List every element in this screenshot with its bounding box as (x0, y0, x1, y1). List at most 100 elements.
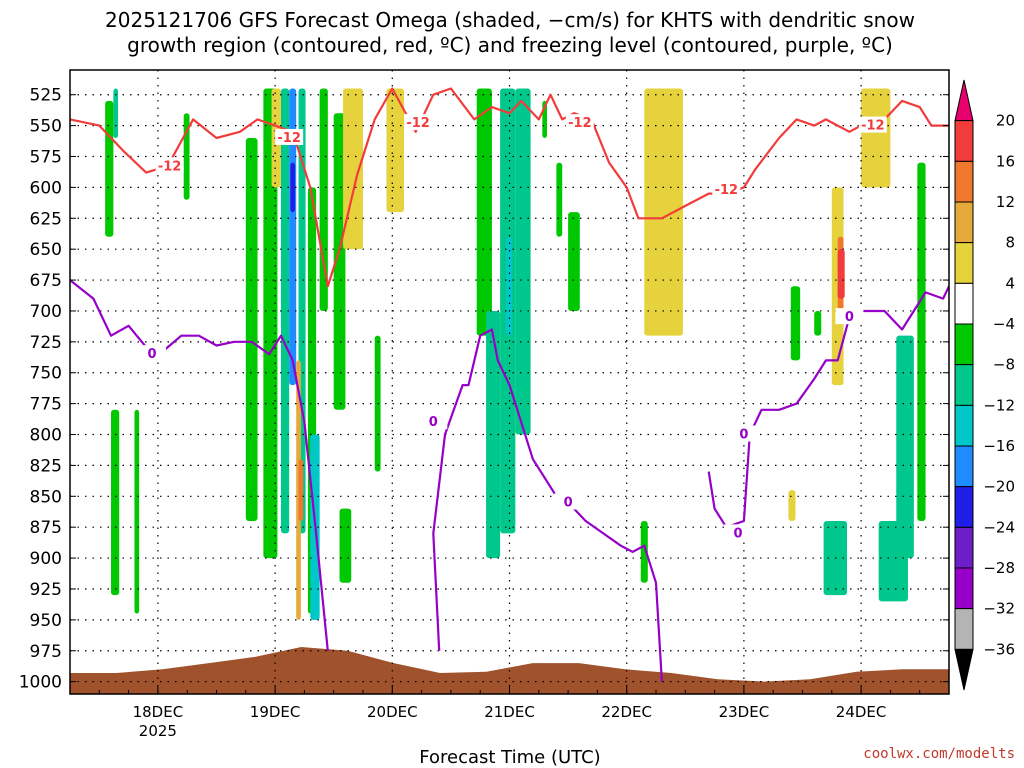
ytick-label-725: 725 (30, 333, 62, 353)
dgz-label-5: -12 (715, 183, 739, 198)
omega-region-30 (896, 335, 914, 559)
freezing-label-1-bg (138, 345, 167, 362)
chart-title-line2: growth region (contoured, red, ºC) and f… (127, 33, 893, 57)
ytick-label-625: 625 (30, 209, 62, 229)
dgz-label-3: -12 (406, 116, 430, 131)
omega-region-27 (814, 310, 822, 336)
omega-region-17 (476, 88, 492, 336)
colorbar-label-11: −28 (983, 559, 1015, 577)
freezing-contour-2 (432, 328, 663, 682)
dgz-label-1: -12 (158, 159, 182, 174)
freezing-label-2: 0 (429, 415, 438, 430)
ytick-label-850: 850 (30, 487, 62, 507)
ytick-label-950: 950 (30, 611, 62, 631)
dgz-label-1-bg (155, 157, 184, 174)
freezing-label-1: 0 (148, 347, 157, 362)
dgz-label-2: -12 (277, 131, 301, 146)
omega-region-37 (644, 88, 683, 336)
colorbar-label-7: −12 (983, 396, 1015, 414)
ytick-label-900: 900 (30, 549, 62, 569)
colorbar-label-8: −16 (983, 437, 1015, 455)
ytick-label-1000: 1000 (19, 673, 62, 693)
dgz-label-4-bg (565, 114, 594, 131)
omega-region-31 (917, 162, 926, 522)
colorbar-swatch-14 (954, 648, 974, 691)
omega-region-24 (568, 212, 580, 311)
colorbar-label-0: 20 (996, 112, 1015, 130)
colorbar-swatch-7 (954, 364, 974, 406)
y-axis: 525 550 575 600 625 650 675 700 725 750 775 800 825 8… (19, 86, 949, 693)
freezing-label-6-bg (835, 308, 864, 325)
omega-region-5 (245, 137, 258, 522)
xtick-label-20DEC: 20DEC (367, 703, 418, 721)
omega-region-3 (134, 409, 140, 614)
colorbar-swatch-3 (954, 201, 974, 244)
freezing-label-6: 0 (845, 310, 854, 325)
colorbar-swatch-13 (954, 608, 974, 650)
freezing-label-5: 0 (739, 428, 748, 443)
omega-region-40 (837, 249, 845, 299)
colorbar-swatch-4 (954, 242, 974, 284)
omega-region-1 (113, 88, 119, 138)
colorbar-label-3: 8 (1005, 234, 1015, 252)
omega-region-41 (861, 88, 891, 188)
credit-text: coolwx.com/modelts (863, 746, 1015, 762)
dgz-label-3-bg (404, 114, 433, 131)
omega-region-18 (486, 310, 501, 559)
colorbar-swatch-6 (954, 323, 974, 366)
chart-title-line1: 2025121706 GFS Forecast Omega (shaded, −… (105, 8, 915, 32)
dgz-label-5-bg (712, 180, 741, 197)
omega-region-21 (515, 88, 531, 435)
colorbar-label-12: −32 (983, 600, 1015, 618)
omega-region-26 (790, 286, 801, 361)
dgz-label-4: -12 (568, 116, 592, 131)
xtick-label-21DEC: 21DEC (484, 703, 535, 721)
colorbar-swatch-1 (954, 120, 974, 162)
colorbar-swatch-8 (954, 404, 974, 447)
colorbar-label-10: −24 (983, 518, 1015, 536)
omega-region-8 (289, 88, 297, 386)
omega-region-23 (556, 162, 563, 237)
omega-region-42 (788, 490, 796, 522)
dgz-label-2-bg (275, 128, 304, 145)
dgz-label-6: -12 (861, 119, 885, 134)
colorbar-swatch-2 (954, 160, 974, 203)
ytick-label-600: 600 (30, 178, 62, 198)
ytick-label-650: 650 (30, 240, 62, 260)
ytick-label-925: 925 (30, 580, 62, 600)
x-axis-label: Forecast Time (UTC) (419, 747, 600, 768)
colorbar-swatch-0 (954, 79, 974, 122)
omega-region-15 (339, 508, 352, 583)
ytick-label-525: 525 (30, 86, 62, 106)
omega-shading (105, 88, 926, 620)
xtick-label-18DEC: 18DEC (133, 703, 184, 721)
ytick-label-750: 750 (30, 364, 62, 384)
freezing-label-2-bg (419, 413, 448, 430)
xtick-label-23DEC: 23DEC (719, 703, 770, 721)
ytick-label-975: 975 (30, 642, 62, 662)
freezing-label-5-bg (729, 425, 758, 442)
omega-region-9 (290, 162, 296, 213)
dgz-minus12-contour (70, 87, 949, 288)
xtick-label-22DEC: 22DEC (601, 703, 652, 721)
colorbar-swatch-12 (954, 567, 974, 610)
ytick-label-825: 825 (30, 456, 62, 476)
dgz-label-6-bg (858, 116, 887, 133)
omega-region-34 (298, 459, 304, 522)
colorbar-label-1: 16 (996, 152, 1015, 170)
xtick-label-19DEC: 19DEC (250, 703, 301, 721)
ytick-label-575: 575 (30, 147, 62, 167)
ytick-label-550: 550 (30, 117, 62, 137)
freezing-contour-3 (707, 285, 949, 529)
contour-lines: -12 -12 -12 -12 -12 -12 0 0 0 0 0 0 (70, 87, 949, 682)
ytick-label-775: 775 (30, 395, 62, 415)
omega-region-0 (105, 100, 114, 237)
omega-region-6 (263, 88, 278, 559)
colorbar-label-13: −36 (983, 640, 1015, 658)
colorbar-label-4: 4 (1005, 274, 1015, 292)
colorbar: 20 16 12 8 4 −4 −8 −12 −16 −20 −24 −28 −32 −36 (954, 79, 1015, 691)
freezing-label-4-bg (724, 524, 753, 541)
omega-region-7 (280, 88, 290, 534)
